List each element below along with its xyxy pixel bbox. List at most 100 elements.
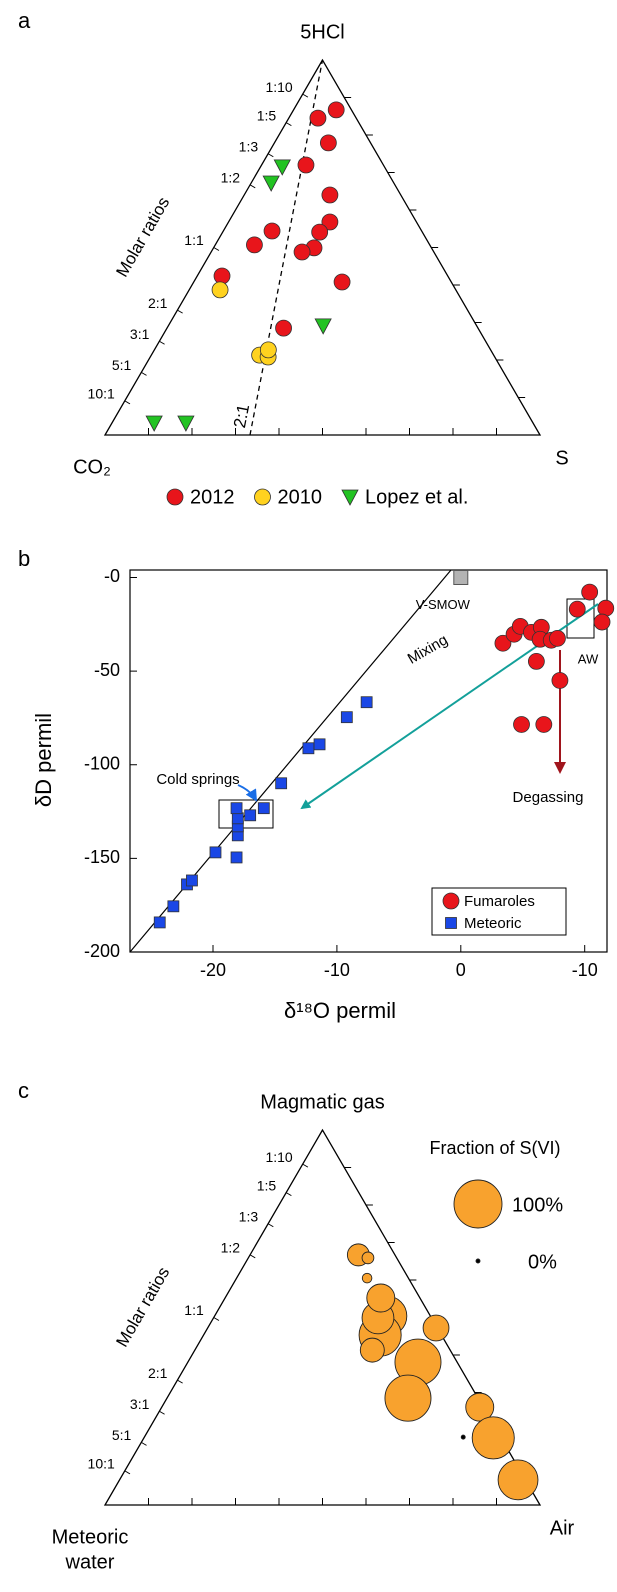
bubble — [361, 1272, 373, 1284]
point — [319, 134, 337, 152]
ratio-label: 1:2 — [221, 170, 241, 186]
point — [244, 809, 257, 822]
point — [293, 243, 311, 261]
bubble — [361, 1251, 375, 1265]
legend-marker — [254, 488, 271, 506]
x-tick-label: 0 — [456, 960, 466, 980]
plot-frame — [129, 569, 608, 953]
apex-label: S — [555, 447, 568, 469]
point — [209, 846, 222, 859]
axis-label: Molar ratios — [112, 1264, 173, 1350]
legend-marker — [166, 488, 184, 506]
x-tick-label: -10 — [572, 960, 598, 980]
point — [568, 600, 586, 618]
apex-label: CO₂ — [73, 456, 111, 478]
meteoric-line — [129, 569, 452, 953]
ratio-tick — [159, 340, 165, 345]
y-tick-label: -0 — [104, 566, 120, 586]
ratio-label: 5:1 — [112, 1427, 132, 1443]
point — [167, 900, 180, 913]
legend-label: Lopez et al. — [365, 486, 468, 508]
annotation: Mixing — [405, 631, 451, 667]
point — [321, 186, 339, 204]
bubble — [422, 1314, 450, 1342]
panel-label: c — [18, 1078, 29, 1103]
bubble — [471, 1416, 515, 1460]
y-tick-label: -50 — [94, 660, 120, 680]
x-axis-label: δ¹⁸O permil — [284, 998, 396, 1023]
legend-label: 2012 — [190, 486, 235, 508]
ratio-label: 1:1 — [184, 232, 204, 248]
point — [231, 812, 244, 825]
ratio-label: 3:1 — [130, 1396, 150, 1412]
ratio-tick — [124, 1470, 131, 1475]
legend-marker — [442, 892, 460, 910]
size-legend-title: Fraction of S(VI) — [429, 1138, 560, 1158]
aw-box — [566, 598, 595, 639]
legend-label: Meteoric — [464, 915, 522, 932]
ratio-label: 2:1 — [148, 1365, 168, 1381]
annotation: AW — [578, 651, 599, 666]
bubble — [359, 1337, 385, 1363]
point — [263, 222, 281, 240]
apex-label: Air — [550, 1517, 575, 1539]
point — [297, 156, 315, 174]
ratio-label: 1:1 — [184, 1302, 204, 1318]
ratio-label: 1:5 — [257, 107, 277, 123]
ratio-tick — [285, 122, 292, 127]
ratio-tick — [267, 1223, 274, 1228]
ratio-tick — [177, 309, 183, 314]
point — [309, 109, 327, 127]
panel-label: b — [18, 546, 30, 571]
apex-label: Meteoric — [52, 1526, 129, 1548]
ratio-label: 1:5 — [257, 1177, 277, 1193]
legend-label: 2010 — [278, 486, 323, 508]
y-tick-label: -150 — [84, 847, 120, 867]
ratio-tick — [249, 1254, 256, 1259]
point — [302, 742, 315, 755]
ratio-line-label: 2:1 — [230, 403, 253, 430]
bubble — [366, 1283, 396, 1313]
point — [275, 319, 292, 337]
ratio-label: 1:3 — [239, 138, 259, 154]
ratio-tick — [141, 371, 147, 376]
cold-springs-arrow — [237, 784, 258, 802]
point — [275, 777, 288, 790]
point — [230, 851, 243, 864]
ratio-tick — [285, 1192, 292, 1197]
point — [535, 716, 553, 733]
point — [211, 281, 229, 299]
ratio-label: 10:1 — [88, 386, 115, 402]
point — [186, 874, 198, 887]
ratio-label: 1:10 — [265, 1149, 292, 1165]
point — [597, 599, 615, 617]
axis-label: Molar ratios — [112, 194, 173, 280]
apex-label: 5HCl — [300, 21, 344, 43]
point — [581, 583, 599, 601]
bubble — [497, 1459, 539, 1501]
ratio-tick — [249, 184, 256, 189]
point — [246, 236, 263, 254]
ratio-line — [249, 59, 324, 436]
x-tick-label: -20 — [200, 960, 226, 980]
point — [313, 738, 326, 751]
ratio-label: 2:1 — [148, 295, 168, 311]
point — [340, 711, 353, 724]
panel-label: a — [18, 8, 31, 33]
point — [230, 802, 243, 815]
ratio-tick — [302, 93, 309, 98]
annotation: Cold springs — [156, 771, 239, 788]
apex-label: Magmatic gas — [260, 1091, 385, 1113]
point — [527, 652, 545, 670]
point — [311, 223, 329, 241]
point — [262, 175, 280, 192]
ratio-tick — [302, 1163, 309, 1168]
point — [259, 341, 277, 359]
legend-label: Fumaroles — [464, 893, 535, 910]
ratio-tick — [141, 1441, 147, 1446]
ratio-label: 1:3 — [239, 1208, 259, 1224]
point — [513, 716, 530, 733]
point — [314, 318, 332, 335]
size-legend-bubble — [475, 1258, 481, 1264]
